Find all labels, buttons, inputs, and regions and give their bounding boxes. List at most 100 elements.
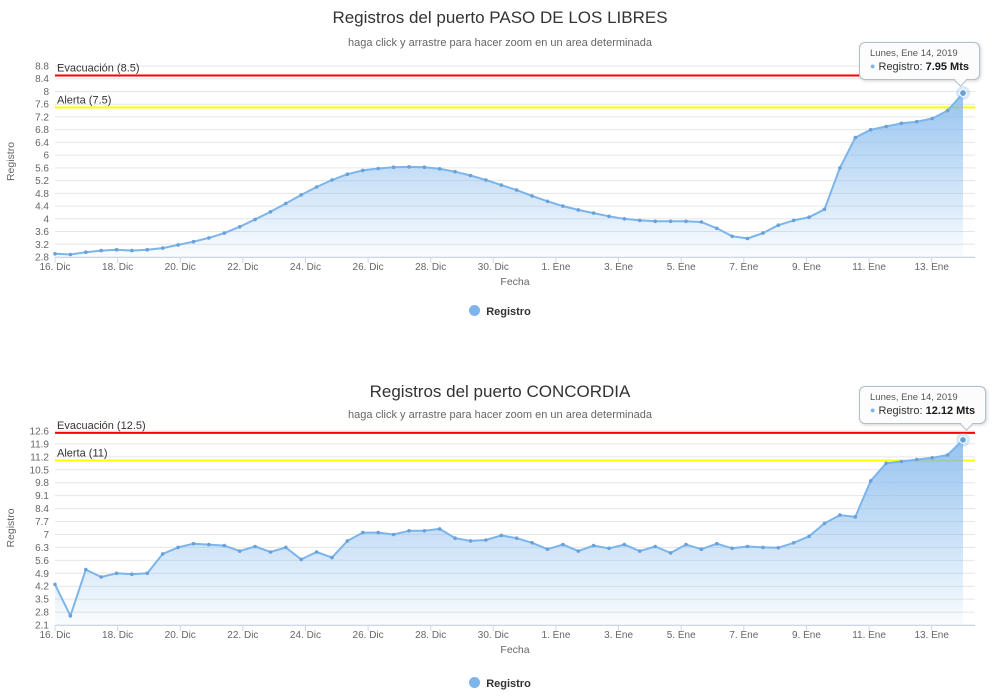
y-axis-tick-label: 7.2 [35, 112, 49, 123]
data-point [268, 550, 273, 554]
data-point [838, 166, 842, 170]
data-point [453, 536, 457, 540]
data-point [653, 219, 657, 224]
data-point [776, 223, 781, 227]
data-point [653, 544, 657, 549]
data-point [638, 549, 642, 553]
data-point [853, 515, 858, 519]
data-point [576, 549, 581, 553]
data-point [222, 231, 227, 235]
plotline-label: Evacuación (12.5) [57, 420, 146, 432]
data-point [807, 215, 811, 219]
data-point [391, 165, 396, 169]
x-axis-tick-label: 5. Ene [667, 630, 696, 641]
data-point [299, 193, 304, 197]
data-point [807, 534, 811, 539]
data-point [453, 169, 457, 174]
x-axis-tick-label: 1. Ene [542, 630, 571, 641]
data-point [160, 246, 165, 250]
registro-line [54, 439, 964, 617]
x-axis-tick-label: 7. Ene [729, 630, 758, 641]
data-point [330, 555, 334, 560]
data-point [84, 250, 88, 254]
y-axis-tick-label: 3.6 [35, 227, 49, 238]
data-point [545, 547, 550, 551]
data-point [945, 453, 950, 457]
tooltip-row: ● Registro: 7.95 Mts [870, 61, 969, 73]
data-point [407, 529, 411, 533]
data-point [145, 247, 150, 252]
data-point [114, 571, 119, 576]
tooltip-series-marker-icon: ● [870, 405, 876, 415]
data-point [376, 530, 381, 535]
chart-subtitle: haga click y arrastre para hacer zoom en… [348, 37, 652, 49]
data-point [145, 571, 150, 576]
data-point [945, 108, 950, 113]
data-point [191, 541, 196, 546]
data-point [422, 165, 427, 169]
x-axis-tick-label: 18. Dic [102, 630, 133, 641]
x-axis-tick-label: 11. Ene [852, 262, 886, 273]
y-axis-tick-label: 2.1 [35, 621, 49, 632]
data-point [715, 541, 719, 546]
data-point [207, 542, 211, 547]
y-axis-tick-label: 9.1 [35, 491, 49, 502]
y-axis-tick-label: 5.6 [35, 556, 49, 567]
legend-item-registro[interactable]: Registro [0, 674, 1000, 692]
tooltip: Lunes, Ene 14, 2019 ● Registro: 12.12 Mt… [859, 386, 987, 431]
data-point [84, 567, 88, 572]
data-point [361, 168, 365, 173]
data-point [576, 208, 581, 212]
y-axis-tick-label: 11.2 [30, 452, 49, 463]
x-axis-tick-label: 11. Ene [852, 630, 886, 641]
y-axis-tick-label: 3.5 [35, 595, 49, 606]
x-axis-tick-label: 9. Ene [792, 630, 821, 641]
legend-item-registro[interactable]: Registro [0, 302, 1000, 320]
data-point [499, 533, 504, 538]
data-point [822, 207, 827, 212]
x-axis-tick-label: 13. Ene [914, 262, 949, 273]
data-point [284, 201, 288, 206]
data-point [130, 248, 134, 253]
data-point [915, 119, 919, 124]
plot-area[interactable]: 2.8 3.2 3.6 44.4 4.8 5.2 5.66 6.4 6.8 7.27.6 8 8.48… [0, 0, 1000, 300]
x-axis-tick-label: 16. Dic [39, 262, 70, 273]
registro-line [54, 92, 964, 256]
y-axis-tick-label: 7 [43, 530, 49, 541]
data-point [745, 544, 750, 549]
data-point [884, 461, 888, 466]
y-axis-tick-label: 8 [43, 87, 49, 98]
y-axis-title: Registro [5, 142, 17, 181]
y-axis-tick-label: 4 [43, 214, 49, 225]
data-point [607, 546, 611, 551]
y-axis-tick-label: 6.8 [35, 125, 49, 136]
x-axis-tick-label: 30. Dic [478, 630, 509, 641]
data-point [53, 252, 57, 256]
data-point [822, 521, 827, 526]
data-point [791, 218, 796, 223]
registro-area [55, 93, 963, 257]
data-point [776, 546, 781, 550]
y-axis-tick-label: 8.8 [35, 62, 49, 73]
y-axis-tick-label: 2.8 [35, 608, 49, 619]
data-point [253, 544, 257, 549]
x-axis-tick-label: 18. Dic [102, 262, 133, 273]
y-axis-tick-label: 5.6 [35, 163, 49, 174]
data-point [361, 530, 365, 535]
data-point [868, 479, 873, 483]
plot-area[interactable]: 2.1 2.8 3.5 4.2 4.9 5.6 6.3 7 7.7 8.4 9.1 9.8 10.5 11… [0, 370, 1000, 670]
hover-point [959, 435, 967, 444]
x-axis-tick-label: 22. Dic [227, 630, 258, 641]
data-point [314, 550, 319, 554]
data-point [268, 210, 273, 214]
data-point [207, 236, 211, 240]
data-point [314, 185, 319, 189]
data-point [176, 545, 180, 550]
data-point [868, 127, 873, 132]
x-axis-tick-label: 13. Ene [914, 630, 949, 641]
x-axis-labels: 16. Dic 18. Dic 20. Dic 22. Dic 24. Dic 26. D… [39, 257, 949, 273]
data-point [68, 614, 73, 618]
tooltip-value: 12.12 Mts [925, 405, 976, 417]
x-axis-tick-label: 22. Dic [227, 262, 258, 273]
